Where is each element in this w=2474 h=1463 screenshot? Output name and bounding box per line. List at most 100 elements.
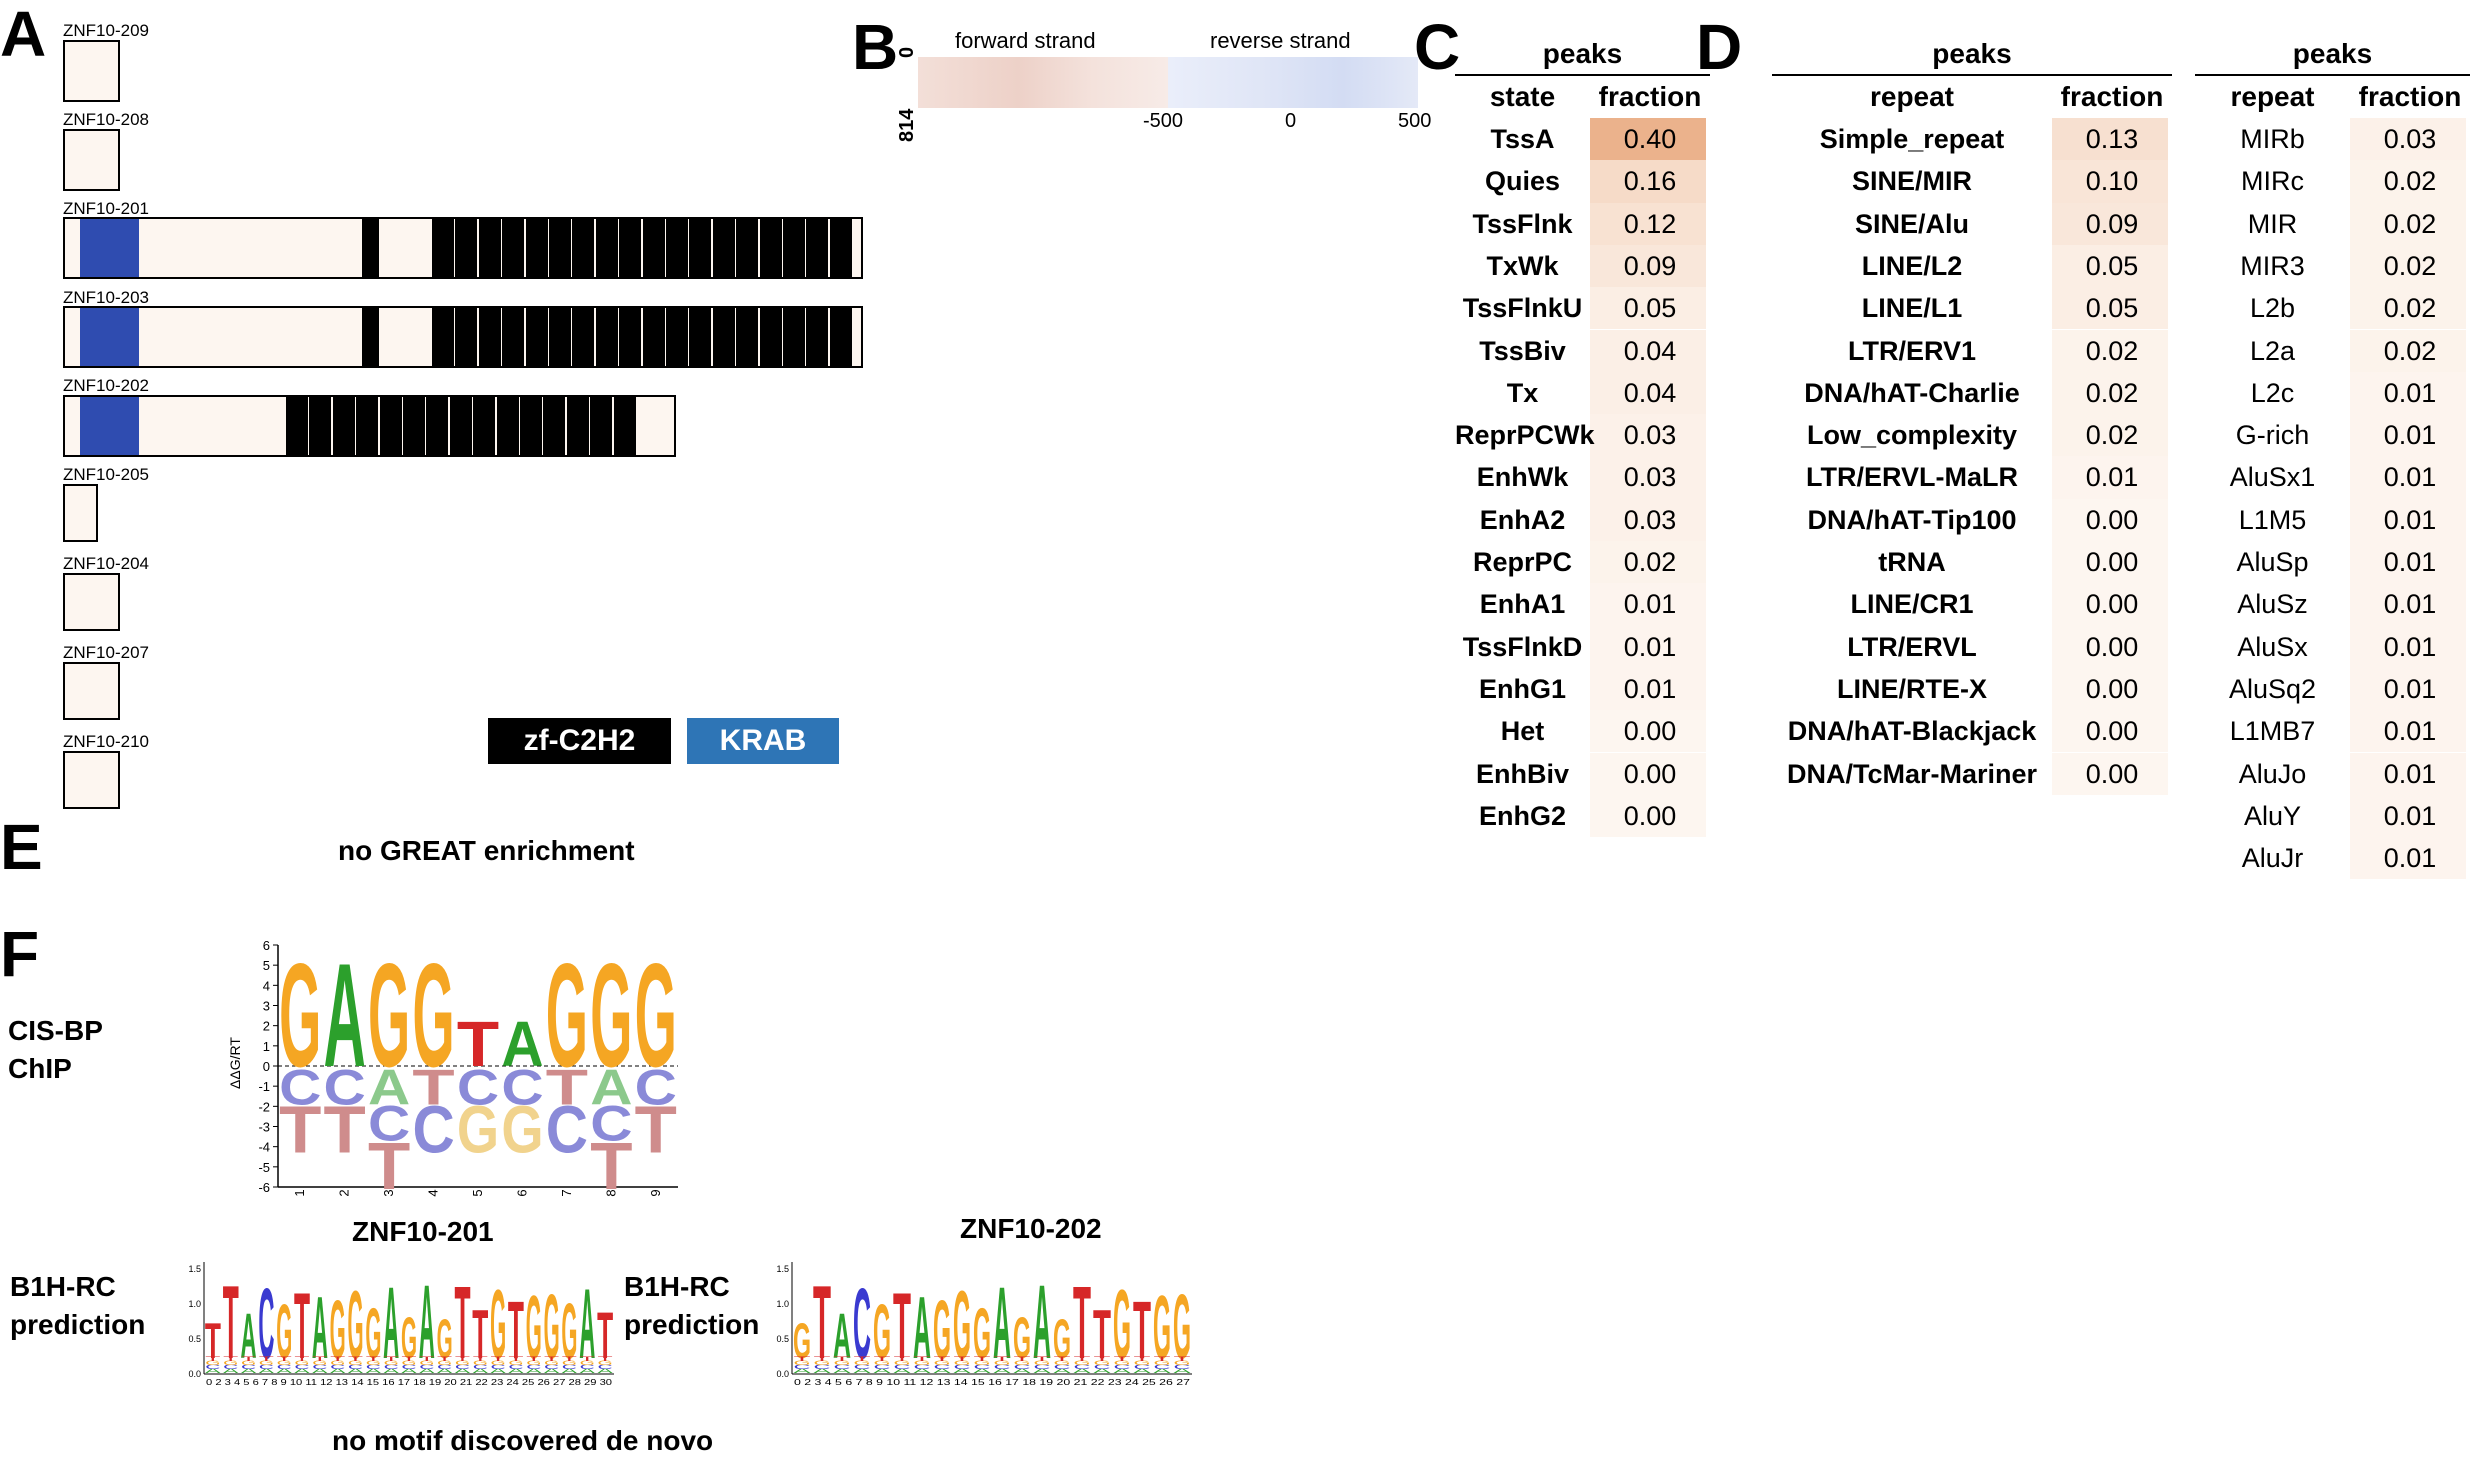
- fraction-shading: [2052, 625, 2168, 668]
- logo-letter: G: [1153, 1278, 1171, 1378]
- fraction-shading: [1590, 287, 1706, 330]
- logo-letter: T: [294, 1357, 311, 1363]
- table-cell-fraction: 0.00: [2085, 547, 2139, 577]
- logo-letter: G: [508, 1361, 524, 1367]
- fraction-shading: [2052, 667, 2168, 711]
- table-cell-fraction: 0.01: [2085, 462, 2139, 493]
- table-cell-fraction: 0.00: [2085, 758, 2139, 789]
- table-cell-fraction: 0.00: [2085, 631, 2139, 662]
- logo-letter: A: [1054, 1369, 1071, 1375]
- table-cell-label: tRNA: [1878, 547, 1946, 577]
- logo-x-tick-label: 4: [426, 1189, 441, 1196]
- zf-c2h2-domain: [806, 308, 829, 366]
- table-cell-label: AluSz: [2237, 589, 2308, 620]
- logo-letter: G: [994, 1361, 1012, 1367]
- fraction-shading: [2350, 837, 2466, 880]
- zf-c2h2-domain: [286, 397, 308, 455]
- logo-letter: G: [1074, 1361, 1092, 1367]
- table-cell-fraction: 0.02: [2383, 250, 2437, 281]
- logo-letter: A: [1034, 1369, 1051, 1375]
- logo-letter: G: [1094, 1361, 1112, 1367]
- table-cell-fraction: 0.01: [2383, 547, 2437, 577]
- logo-letter: G: [834, 1361, 852, 1367]
- logo-letter: C: [874, 1365, 894, 1371]
- logo-letter: G: [348, 1270, 364, 1379]
- logo-letter: G: [348, 1361, 364, 1367]
- legend-zf-c2h2: zf-C2H2: [488, 718, 671, 764]
- zf-c2h2-domain: [549, 219, 571, 277]
- logo-letter: G: [491, 1361, 507, 1367]
- logo-letter: G: [473, 1361, 489, 1367]
- logo-x-tick-label: 9: [648, 1189, 663, 1196]
- table-cell-label: Simple_repeat: [1819, 124, 2005, 154]
- logo-letter: A: [312, 1369, 327, 1375]
- logo-letter: C: [508, 1365, 525, 1371]
- logo-y-tick-label: 1.0: [776, 1299, 789, 1309]
- fraction-shading: [1590, 541, 1706, 584]
- logo-letter: C: [794, 1365, 814, 1371]
- zf-c2h2-domain: [502, 308, 525, 366]
- table-cell-label: L2c: [2250, 377, 2295, 408]
- fraction-shading: [2052, 329, 2168, 372]
- table-cell-label: DNA/hAT-Tip100: [1807, 504, 2017, 535]
- table-cell-fraction: 0.01: [2383, 462, 2437, 493]
- table-cell-fraction: 0.01: [1623, 673, 1677, 704]
- b1h-label-2: B1H-RC prediction: [624, 1268, 759, 1344]
- fraction-shading: [2052, 118, 2168, 161]
- table-cell-fraction: 0.05: [2085, 250, 2139, 281]
- table-cell-label: LINE/CR1: [1850, 589, 1974, 620]
- table-cell-label: MIR: [2247, 208, 2298, 239]
- fraction-shading: [1590, 414, 1706, 457]
- table-cell-label: EnhA2: [1479, 504, 1566, 535]
- logo-letter: A: [590, 1059, 632, 1115]
- logo-letter: C: [1174, 1365, 1194, 1371]
- zf-c2h2-domain: [455, 219, 478, 277]
- logo-letter: A: [544, 1369, 559, 1375]
- logo-letter: G: [854, 1361, 872, 1367]
- logo-letter: T: [1154, 1357, 1173, 1363]
- logo-letter: T: [454, 1265, 470, 1380]
- logo-letter: G: [401, 1306, 417, 1371]
- fraction-shading: [1590, 710, 1706, 753]
- logo-letter: G: [974, 1361, 992, 1367]
- fraction-shading: [2052, 583, 2168, 626]
- table-cell-label: L2b: [2249, 293, 2296, 324]
- fraction-shading: [2052, 541, 2168, 584]
- logo-letter: A: [312, 1278, 328, 1377]
- logo-letter: T: [914, 1357, 933, 1363]
- logo-letter: G: [437, 1307, 453, 1370]
- logo-y-tick-label: 0.5: [776, 1334, 789, 1344]
- fraction-shading: [2052, 414, 2168, 457]
- table-cell-label: Het: [1500, 716, 1545, 747]
- table-cell-fraction: 0.02: [2085, 377, 2139, 408]
- logo-letter: A: [501, 1008, 543, 1080]
- logo-letter: C: [205, 1365, 222, 1371]
- logo-letter: C: [324, 1059, 366, 1115]
- logo-letter: G: [598, 1361, 614, 1367]
- table-cell-label: AluJo: [2238, 758, 2307, 789]
- table-cell-fraction: 0.01: [2383, 673, 2437, 704]
- zf-c2h2-domain: [478, 308, 501, 366]
- krab-domain: [80, 219, 139, 277]
- logo-letter: A: [914, 1369, 931, 1375]
- logo-letter: A: [1033, 1264, 1051, 1381]
- table-cell-fraction: 0.01: [1623, 631, 1677, 662]
- logo-letter: C: [241, 1365, 258, 1371]
- logo-letter: G: [277, 1361, 293, 1367]
- logo-x-tick-label: 7: [559, 1189, 574, 1196]
- table-cell-fraction: 0.03: [2383, 124, 2437, 154]
- zf-c2h2-domain: [449, 397, 472, 455]
- table-cell-fraction: 0.01: [2383, 800, 2437, 831]
- zf-c2h2-domain: [520, 397, 542, 455]
- logo-letter: C: [294, 1365, 311, 1371]
- logo-letter: T: [794, 1357, 813, 1363]
- table-cell-fraction: 0.02: [2383, 335, 2437, 366]
- column-header-repeat: repeat: [1869, 81, 1955, 112]
- logo-letter: T: [854, 1357, 873, 1363]
- table-cell-label: G-rich: [2235, 420, 2310, 451]
- logo-letter: C: [501, 1059, 543, 1115]
- logo-letter: C: [814, 1365, 834, 1371]
- panel-letter-b: B: [852, 11, 899, 83]
- zf-c2h2-domain: [432, 308, 454, 366]
- table-cell-label: TxWk: [1486, 250, 1559, 281]
